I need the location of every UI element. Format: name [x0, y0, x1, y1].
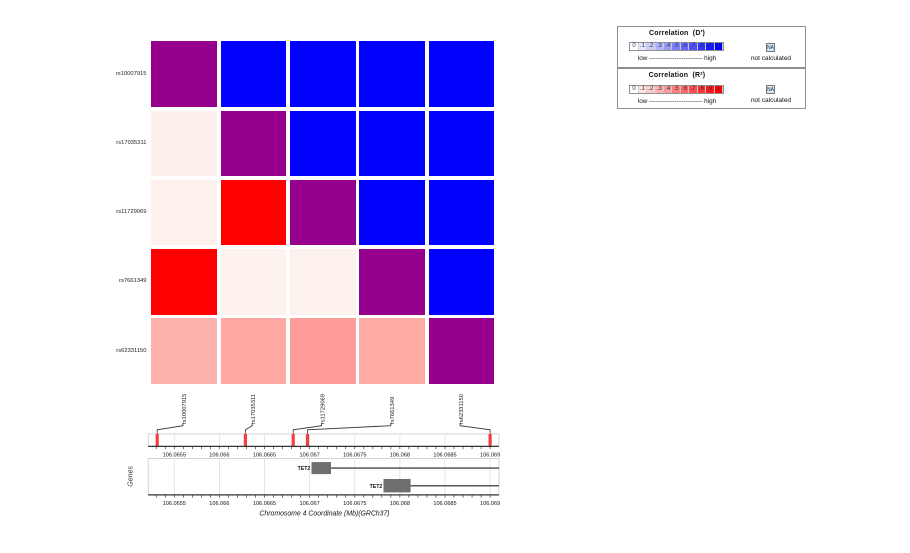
- svg-text:106.067: 106.067: [299, 452, 319, 458]
- svg-text:106.0655: 106.0655: [163, 501, 186, 507]
- svg-text:106.068: 106.068: [390, 452, 410, 458]
- svg-text:106.066: 106.066: [209, 452, 229, 458]
- svg-text:106.0665: 106.0665: [253, 501, 276, 507]
- svg-text:106.0665: 106.0665: [253, 452, 276, 458]
- svg-text:rs10007915: rs10007915: [182, 394, 188, 425]
- svg-text:rs7661349: rs7661349: [390, 397, 396, 424]
- svg-text:TET2: TET2: [298, 466, 311, 472]
- svg-text:Chromosome 4 Coordinate (Mb)(G: Chromosome 4 Coordinate (Mb)(GRCh37): [259, 511, 389, 518]
- svg-text:rs62331150: rs62331150: [459, 394, 465, 424]
- svg-text:rs11729069: rs11729069: [321, 394, 327, 424]
- svg-text:TET2: TET2: [370, 484, 383, 490]
- svg-text:106.069: 106.069: [480, 501, 500, 507]
- svg-text:106.0655: 106.0655: [163, 452, 186, 458]
- svg-text:106.0675: 106.0675: [343, 501, 366, 507]
- svg-text:106.069: 106.069: [480, 452, 500, 458]
- svg-text:Genes: Genes: [128, 466, 135, 487]
- svg-text:106.067: 106.067: [299, 501, 319, 507]
- svg-text:106.066: 106.066: [209, 501, 229, 507]
- svg-text:106.068: 106.068: [390, 501, 410, 507]
- svg-text:rs17035311: rs17035311: [251, 394, 257, 424]
- svg-text:106.0675: 106.0675: [343, 452, 366, 458]
- svg-text:106.0685: 106.0685: [433, 452, 456, 458]
- svg-text:106.0685: 106.0685: [433, 501, 456, 507]
